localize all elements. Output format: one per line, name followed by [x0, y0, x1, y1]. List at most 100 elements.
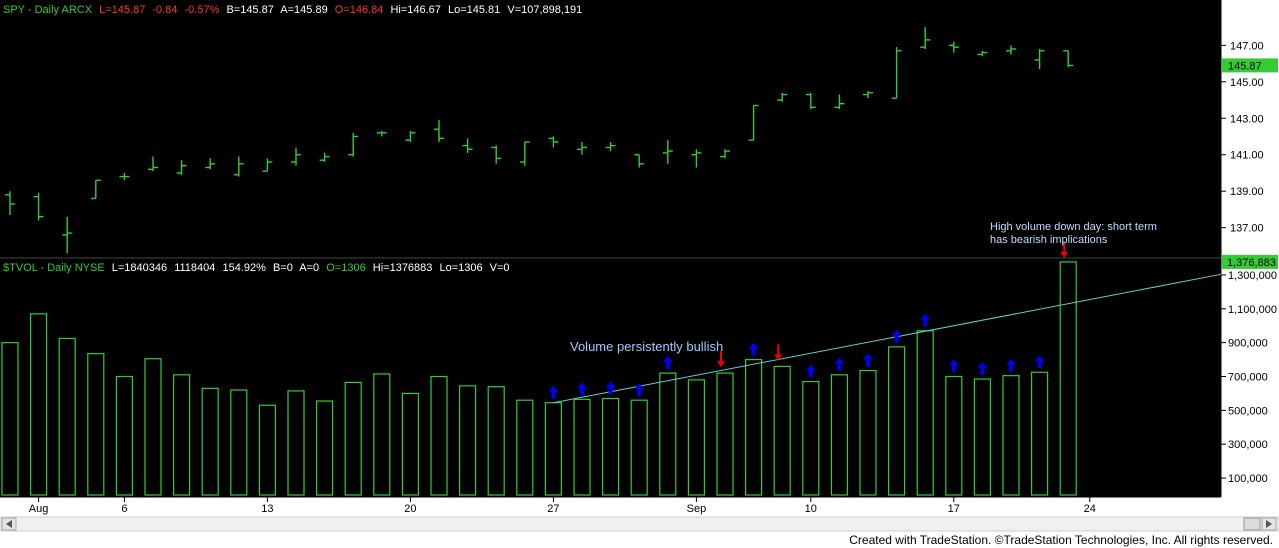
- up-arrow-icon: [1006, 358, 1016, 372]
- date-x-axis: Aug 6 13 20 27 Sep 10 17 24: [0, 496, 1221, 515]
- price-bar: [948, 41, 959, 53]
- price-header-lo: Lo=145.81: [448, 4, 500, 16]
- price-bar: [62, 216, 73, 254]
- price-bar: [348, 132, 359, 157]
- up-arrow-shape: [748, 342, 759, 356]
- volume-bar: [430, 375, 448, 496]
- price-panel: [5, 27, 1074, 254]
- volume-bar: [1, 342, 19, 496]
- price-header-change: -0.84: [152, 4, 177, 16]
- price-bar: [233, 156, 244, 177]
- volume-header-change: 1118404: [174, 262, 215, 274]
- volume-header: $TVOL - Daily NYSE L=1840346 1118404 154…: [3, 262, 510, 274]
- volume-bar: [630, 399, 648, 496]
- scroll-right-icon: [1266, 520, 1272, 528]
- price-bar: [720, 149, 730, 159]
- price-bar: [176, 160, 187, 175]
- up-arrow-shape: [891, 329, 902, 343]
- price-bar: [891, 47, 902, 99]
- up-arrow-shape: [948, 359, 959, 373]
- volume-header-last: L=1840346: [112, 262, 167, 274]
- volume-header-symbol: $TVOL - Daily NYSE: [3, 262, 105, 274]
- volume-bar: [58, 337, 76, 496]
- volume-bar: [30, 313, 48, 496]
- up-arrow-icon: [805, 364, 816, 378]
- up-arrow-shape: [1006, 358, 1016, 372]
- up-arrow-shape: [977, 362, 988, 376]
- up-arrow-shape: [605, 381, 616, 395]
- up-arrow-shape: [920, 313, 931, 327]
- price-header: SPY - Daily ARCX L=145.87 -0.84 -0.57% B…: [3, 4, 582, 16]
- up-arrow-icon: [662, 356, 673, 370]
- horizontal-scrollbar[interactable]: [0, 516, 1279, 532]
- volume-bar: [744, 358, 763, 496]
- date-tick-label: 6: [121, 503, 127, 515]
- volume-bar: [344, 381, 362, 496]
- volume-bar: [401, 392, 419, 496]
- date-tick-label: 27: [547, 503, 559, 515]
- volume-last-value-label: 1,376,883: [1227, 257, 1276, 269]
- high-volume-note-line2: has bearish implications: [990, 234, 1108, 246]
- volume-header-change-pct: 154.92%: [222, 262, 266, 274]
- price-tick-label: 143.00: [1230, 113, 1264, 125]
- date-tick-label: 13: [261, 503, 273, 515]
- price-bar: [920, 27, 931, 49]
- volume-bar: [201, 387, 219, 496]
- volume-bar: [601, 397, 620, 496]
- price-header-symbol: SPY - Daily ARCX: [3, 4, 93, 16]
- up-arrow-icon: [920, 313, 931, 327]
- volume-bar: [144, 358, 162, 496]
- price-tick-label: 145.00: [1230, 77, 1264, 89]
- volume-header-ask: A=0: [299, 262, 319, 274]
- up-arrow-icon: [1034, 355, 1045, 369]
- volume-bar: [516, 399, 534, 496]
- volume-bar: [1059, 261, 1077, 496]
- date-tick-label: 24: [1084, 503, 1096, 515]
- down-arrow-head: [1060, 251, 1069, 258]
- price-header-hi: Hi=146.67: [390, 4, 440, 16]
- up-arrow-icon: [548, 385, 559, 399]
- volume-bar: [887, 346, 906, 496]
- volume-bar: [859, 369, 877, 496]
- price-last-value-box: [1222, 58, 1278, 73]
- price-bar: [90, 179, 101, 200]
- price-header-ask: A=145.89: [280, 4, 327, 16]
- volume-y-axis: 1,300,000 1,100,000 900,000 700,000 500,000 3…: [1221, 254, 1278, 485]
- price-bar: [405, 131, 416, 142]
- volume-bar: [773, 365, 791, 496]
- up-arrow-shape: [863, 353, 873, 367]
- volume-last-value-box: [1222, 254, 1278, 269]
- down-arrow-icon: [717, 351, 725, 368]
- up-arrow-shape: [548, 385, 559, 399]
- down-arrow-head: [717, 361, 725, 368]
- volume-bar: [659, 372, 677, 496]
- scroll-thumb[interactable]: [1243, 517, 1261, 531]
- price-bar: [262, 158, 273, 172]
- price-bar: [148, 156, 158, 172]
- volume-bar: [973, 378, 992, 496]
- volume-header-lo: Lo=1306: [439, 262, 482, 274]
- price-tick-label: 137.00: [1230, 223, 1264, 235]
- date-tick-label: Aug: [29, 503, 49, 515]
- volume-bar: [87, 353, 105, 496]
- volume-tick-label: 500,000: [1228, 405, 1268, 417]
- volume-tick-label: 1,300,000: [1228, 270, 1277, 282]
- price-header-last: L=145.87: [99, 4, 145, 16]
- up-arrow-icon: [577, 382, 587, 396]
- price-bar: [577, 141, 587, 155]
- price-header-change-pct: -0.57%: [185, 4, 220, 16]
- volume-bar: [1002, 375, 1020, 496]
- price-bar: [291, 147, 301, 166]
- down-arrow-icon: [774, 344, 783, 361]
- volume-header-hi: Hi=1376883: [373, 262, 433, 274]
- volume-bar: [830, 374, 849, 496]
- price-bar: [863, 90, 873, 99]
- volume-bar: [173, 374, 191, 496]
- volume-bar: [716, 372, 734, 496]
- volume-bar: [687, 379, 706, 496]
- price-bar: [691, 149, 702, 168]
- price-bar: [462, 138, 473, 153]
- volume-bar: [258, 404, 276, 496]
- price-bar: [548, 136, 559, 148]
